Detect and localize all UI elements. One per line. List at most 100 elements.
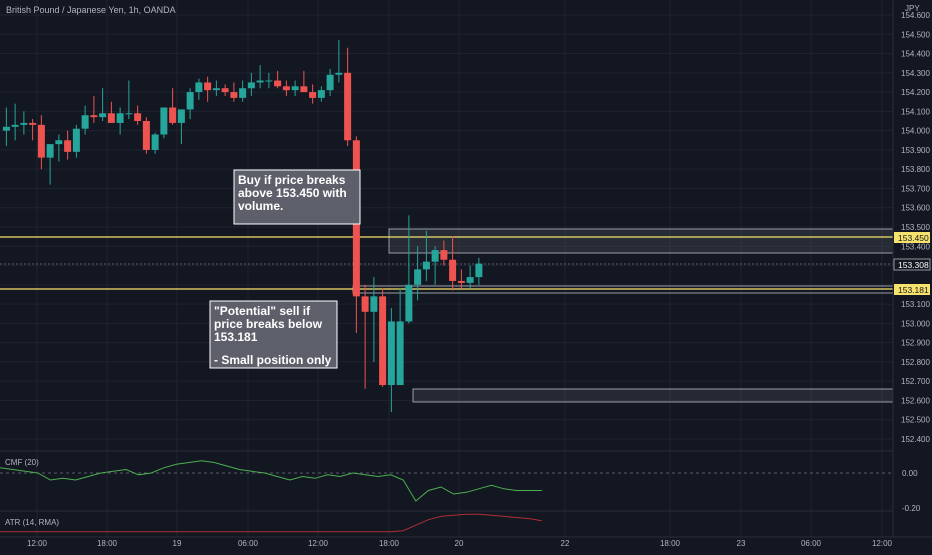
candle[interactable] (379, 288, 387, 387)
candle[interactable] (449, 236, 457, 291)
cmf-line[interactable] (0, 460, 542, 502)
time-axis[interactable]: 12:00 18:00 19 06:00 12:00 18:00 20 22 18:00 23 06… (27, 539, 893, 548)
candle[interactable] (282, 80, 290, 96)
candle[interactable] (361, 284, 369, 389)
candle[interactable] (414, 246, 422, 301)
candle-body (221, 88, 229, 93)
candle[interactable] (440, 240, 448, 266)
candle-body (55, 140, 63, 145)
candle[interactable] (370, 277, 378, 362)
candle[interactable] (72, 124, 80, 158)
candle-body (309, 92, 317, 98)
cmf-tick-zero: 0.00 (902, 469, 918, 478)
candle-body (247, 82, 255, 89)
candle[interactable] (344, 47, 352, 147)
atr-line[interactable] (0, 513, 542, 533)
candle[interactable] (116, 107, 124, 135)
candle-body (72, 128, 80, 152)
price-tick-label: 152.700 (901, 377, 930, 386)
candle[interactable] (125, 80, 133, 120)
candle-body (449, 259, 457, 281)
candle-body (160, 107, 168, 135)
price-tick-label: 154.100 (901, 107, 930, 116)
candle-body (204, 82, 212, 91)
candle[interactable] (64, 130, 72, 160)
candle[interactable] (55, 134, 63, 162)
price-tick-label: 153.600 (901, 204, 930, 213)
candle[interactable] (309, 84, 317, 104)
candle[interactable] (29, 119, 37, 141)
candle[interactable] (256, 65, 264, 89)
candle[interactable] (81, 105, 89, 135)
price-tick-label: 153.500 (901, 223, 930, 232)
candle[interactable] (230, 82, 238, 102)
time-tick-label: 19 (173, 539, 182, 548)
candle[interactable] (160, 107, 168, 139)
price-tick-label: 154.200 (901, 88, 930, 97)
symbol-title[interactable]: British Pound / Japanese Yen, 1h, OANDA (6, 5, 176, 15)
current-price-text: 153.308 (898, 260, 929, 270)
candle[interactable] (326, 68, 334, 96)
price-tick-label: 154.000 (901, 127, 930, 136)
candle[interactable] (396, 288, 404, 386)
candle-body (230, 92, 238, 98)
time-tick-label: 12:00 (308, 539, 329, 548)
candle[interactable] (300, 70, 308, 93)
candle[interactable] (20, 111, 28, 135)
candle[interactable] (221, 84, 229, 96)
candle[interactable] (177, 109, 185, 145)
candle[interactable] (90, 95, 98, 123)
candle[interactable] (247, 72, 255, 96)
time-tick-label: 12:00 (27, 539, 48, 548)
price-axis[interactable]: 154.600 154.500 154.400 154.300 154.200 154.1… (901, 11, 930, 444)
buy-note[interactable]: Buy if price breaks above 153.450 with v… (233, 169, 361, 225)
candle[interactable] (335, 40, 343, 83)
candle[interactable] (466, 265, 474, 289)
candle[interactable] (387, 307, 395, 413)
time-tick-label: 22 (561, 539, 570, 548)
candle[interactable] (2, 107, 10, 147)
candle[interactable] (317, 86, 325, 102)
currency-label: JPY (905, 4, 920, 13)
candle[interactable] (107, 101, 115, 123)
candle-body (169, 107, 177, 123)
cmf-label[interactable]: CMF (20) (5, 458, 39, 467)
time-tick-label: 20 (455, 539, 464, 548)
support-zone[interactable] (412, 388, 894, 403)
resistance-zone[interactable] (388, 228, 894, 254)
candle[interactable] (431, 246, 439, 285)
candle[interactable] (37, 115, 45, 170)
candle[interactable] (151, 132, 159, 154)
candle[interactable] (239, 80, 247, 102)
price-tick-label: 153.400 (901, 242, 930, 251)
candle-body (177, 109, 185, 123)
candle[interactable] (457, 269, 465, 289)
candle-body (361, 296, 369, 312)
candle[interactable] (212, 80, 220, 96)
sell-note[interactable]: "Potential" sell if price breaks below 1… (209, 300, 338, 369)
candle[interactable] (186, 88, 194, 120)
candle[interactable] (134, 105, 142, 125)
buy-note-box (233, 169, 361, 225)
candle[interactable] (99, 88, 107, 121)
candle[interactable] (142, 117, 150, 154)
candle-body (212, 88, 220, 91)
candle[interactable] (291, 80, 299, 96)
candle-body (99, 113, 107, 118)
candle[interactable] (265, 72, 273, 89)
candle[interactable] (169, 88, 177, 125)
candle[interactable] (475, 257, 483, 285)
current-price-label: 153.308 (893, 258, 931, 271)
atr-label[interactable]: ATR (14, RMA) (5, 518, 59, 527)
candle-body (475, 263, 483, 278)
candle[interactable] (405, 215, 413, 324)
candle[interactable] (204, 76, 212, 102)
candle[interactable] (11, 103, 19, 141)
candle[interactable] (195, 78, 203, 100)
price-tick-label: 153.900 (901, 146, 930, 155)
candle[interactable] (422, 230, 430, 281)
candle[interactable] (274, 70, 282, 89)
candle[interactable] (46, 144, 54, 185)
